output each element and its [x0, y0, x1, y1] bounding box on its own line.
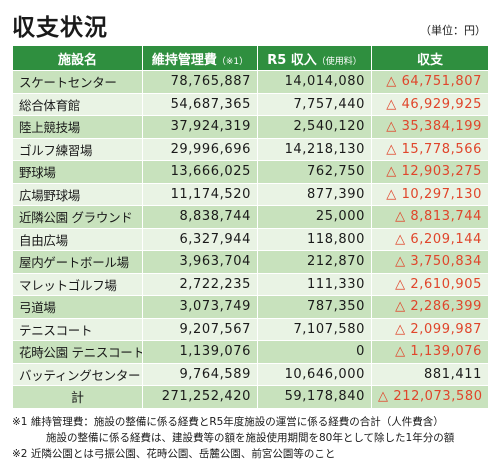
maintenance-cell: 2,722,235 [142, 272, 258, 296]
header-maintenance-note: （※1） [216, 56, 249, 67]
balance-cell: △ 64,751,807 [371, 70, 489, 94]
income-cell: 14,014,080 [257, 70, 372, 94]
header-maintenance: 維持管理費（※1） [142, 45, 258, 71]
table-row: 総合体育館 54,687,365 7,757,440 △ 46,929,925 [12, 92, 489, 116]
maintenance-cell: 11,174,520 [142, 182, 258, 206]
income-cell: 787,350 [257, 295, 372, 319]
balance-cell: △ 8,813,744 [371, 205, 489, 229]
income-cell: 14,218,130 [257, 137, 372, 161]
table-row: 近隣公園 グラウンド 8,838,744 25,000 △ 8,813,744 [12, 205, 489, 229]
table-body: スケートセンター 78,765,887 14,014,080 △ 64,751,807… [12, 70, 489, 386]
maintenance-cell: 1,139,076 [142, 340, 258, 364]
income-cell: 25,000 [257, 205, 372, 229]
table-row: 自由広場 6,327,944 118,800 △ 6,209,144 [12, 227, 489, 251]
facility-name-cell: 総合体育館 [12, 92, 143, 116]
balance-cell: △ 15,778,566 [371, 137, 489, 161]
header-facility: 施設名 [12, 45, 143, 71]
balance-cell: 881,411 [371, 362, 489, 386]
income-cell: 7,107,580 [257, 317, 372, 341]
income-cell: 7,757,440 [257, 92, 372, 116]
balance-cell: △ 35,384,199 [371, 115, 489, 139]
facility-name-cell: 屋内ゲートボール場 [12, 250, 143, 274]
total-maintenance: 271,252,420 [142, 385, 258, 409]
maintenance-cell: 3,963,704 [142, 250, 258, 274]
total-income: 59,178,840 [257, 385, 372, 409]
facility-name-cell: 野球場 [12, 160, 143, 184]
maintenance-cell: 37,924,319 [142, 115, 258, 139]
table-row: 広場野球場 11,174,520 877,390 △ 10,297,130 [12, 182, 489, 206]
facility-name-cell: バッティングセンター [12, 362, 143, 386]
balance-cell: △ 46,929,925 [371, 92, 489, 116]
table-row: スケートセンター 78,765,887 14,014,080 △ 64,751,807 [12, 70, 489, 94]
footnote-2: ※2 近隣公園とは弓振公園、花時公園、岳麓公園、前宮公園等のこと [12, 448, 336, 460]
income-cell: 0 [257, 340, 372, 364]
table-row: 弓道場 3,073,749 787,350 △ 2,286,399 [12, 295, 489, 319]
facility-name-cell: 陸上競技場 [12, 115, 143, 139]
income-cell: 118,800 [257, 227, 372, 251]
header-income-label: R5 収入 [267, 52, 317, 68]
balance-cell: △ 1,139,076 [371, 340, 489, 364]
facility-name-cell: 自由広場 [12, 227, 143, 251]
facility-name-cell: 近隣公園 グラウンド [12, 205, 143, 229]
maintenance-cell: 9,764,589 [142, 362, 258, 386]
maintenance-cell: 6,327,944 [142, 227, 258, 251]
table-row: マレットゴルフ場 2,722,235 111,330 △ 2,610,905 [12, 272, 489, 296]
header-balance: 収支 [371, 45, 489, 71]
maintenance-cell: 3,073,749 [142, 295, 258, 319]
facility-name-cell: テニスコート [12, 317, 143, 341]
income-cell: 877,390 [257, 182, 372, 206]
total-row: 計 271,252,420 59,178,840 △ 212,073,580 [12, 385, 489, 409]
balance-cell: △ 6,209,144 [371, 227, 489, 251]
income-cell: 212,870 [257, 250, 372, 274]
facility-name-cell: 花時公園 テニスコート [12, 340, 143, 364]
table-row: テニスコート 9,207,567 7,107,580 △ 2,099,987 [12, 317, 489, 341]
total-label: 計 [12, 385, 143, 409]
balance-cell: △ 12,903,275 [371, 160, 489, 184]
balance-table: 施設名 維持管理費（※1） R5 収入（使用料） 収支 スケートセンター 78,7… [12, 45, 489, 409]
facility-name-cell: ゴルフ練習場 [12, 137, 143, 161]
facility-name-cell: スケートセンター [12, 70, 143, 94]
maintenance-cell: 78,765,887 [142, 70, 258, 94]
income-cell: 762,750 [257, 160, 372, 184]
facility-name-cell: マレットゴルフ場 [12, 272, 143, 296]
footnote-1: ※1 維持管理費：施設の整備に係る経費とR5年度施設の運営に係る経費の合計（人件… [12, 416, 444, 428]
balance-cell: △ 10,297,130 [371, 182, 489, 206]
balance-cell: △ 2,099,987 [371, 317, 489, 341]
total-balance: △ 212,073,580 [371, 385, 489, 409]
income-cell: 10,646,000 [257, 362, 372, 386]
table-row: 陸上競技場 37,924,319 2,540,120 △ 35,384,199 [12, 115, 489, 139]
unit-label: （単位：円） [420, 24, 486, 37]
header-income: R5 収入（使用料） [257, 45, 372, 71]
balance-cell: △ 2,610,905 [371, 272, 489, 296]
header-income-note: （使用料） [316, 56, 362, 67]
income-cell: 2,540,120 [257, 115, 372, 139]
maintenance-cell: 8,838,744 [142, 205, 258, 229]
income-cell: 111,330 [257, 272, 372, 296]
facility-name-cell: 弓道場 [12, 295, 143, 319]
table-row: ゴルフ練習場 29,996,696 14,218,130 △ 15,778,566 [12, 137, 489, 161]
maintenance-cell: 13,666,025 [142, 160, 258, 184]
balance-cell: △ 3,750,834 [371, 250, 489, 274]
table-header-row: 施設名 維持管理費（※1） R5 収入（使用料） 収支 [12, 45, 489, 71]
maintenance-cell: 54,687,365 [142, 92, 258, 116]
footnote-1-continued: 施設の整備に係る経費は、建設費等の額を施設使用期間を80年として除した1年分の額 [46, 432, 455, 444]
facility-name-cell: 広場野球場 [12, 182, 143, 206]
balance-cell: △ 2,286,399 [371, 295, 489, 319]
maintenance-cell: 9,207,567 [142, 317, 258, 341]
footnotes: ※1 維持管理費：施設の整備に係る経費とR5年度施設の運営に係る経費の合計（人件… [12, 414, 454, 462]
page-title: 収支状況 [12, 15, 108, 41]
maintenance-cell: 29,996,696 [142, 137, 258, 161]
table-row: バッティングセンター 9,764,589 10,646,000 881,411 [12, 362, 489, 386]
header-maintenance-label: 維持管理費 [151, 52, 217, 68]
table-row: 屋内ゲートボール場 3,963,704 212,870 △ 3,750,834 [12, 250, 489, 274]
table-row: 野球場 13,666,025 762,750 △ 12,903,275 [12, 160, 489, 184]
table-row: 花時公園 テニスコート 1,139,076 0 △ 1,139,076 [12, 340, 489, 364]
